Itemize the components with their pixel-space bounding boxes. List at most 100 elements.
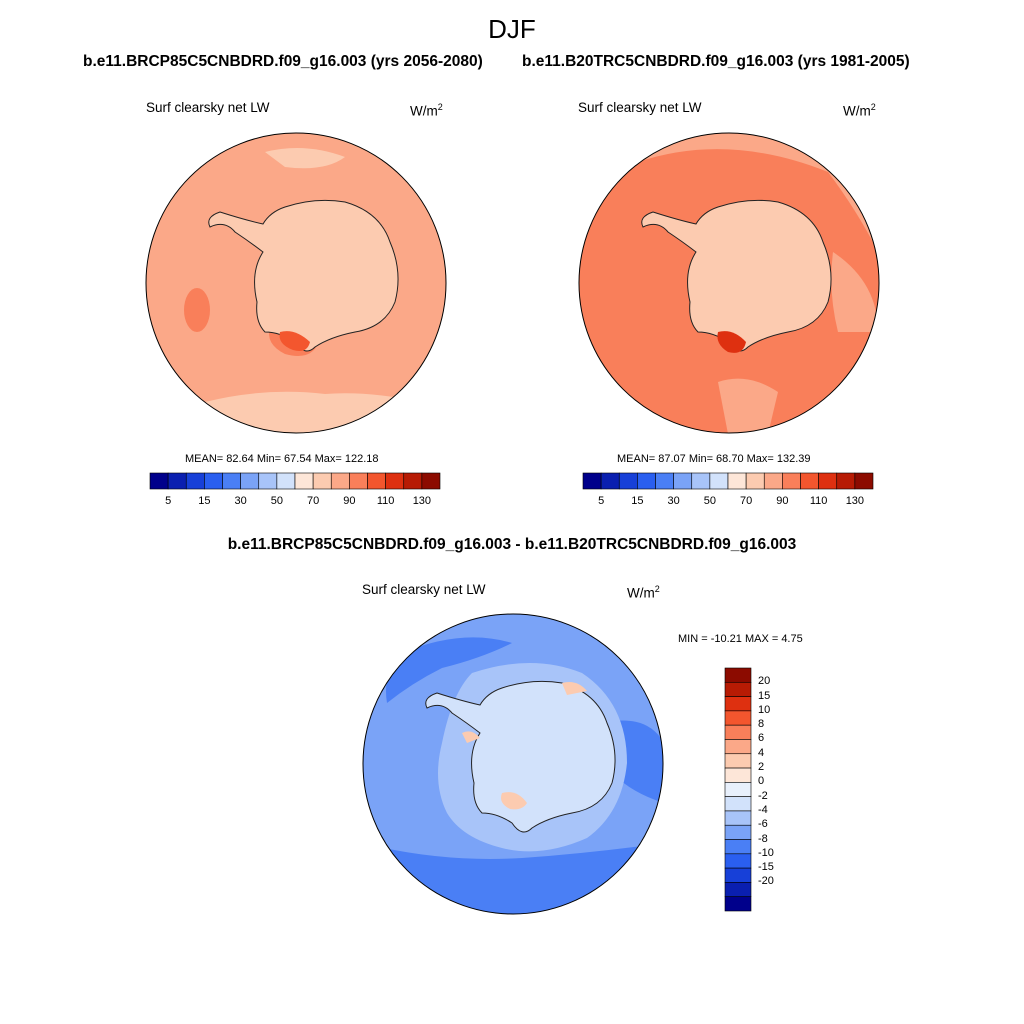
colorbar-tick-label: 110	[376, 495, 395, 507]
left-hot-patch	[279, 331, 310, 351]
colorbar-tick-label: 30	[667, 495, 680, 507]
colorbar-tick-label: 110	[809, 495, 828, 507]
colorbar-swatch	[724, 796, 752, 812]
right-light-patch-east	[831, 252, 878, 332]
colorbar-tick-label: 15	[198, 495, 211, 507]
colorbar-swatch	[349, 472, 368, 490]
colorbar-swatch	[782, 472, 801, 490]
left-ice-sheet	[208, 199, 399, 352]
colorbar-tick-label: 15	[758, 689, 771, 702]
colorbar-swatch	[854, 472, 874, 490]
colorbar-swatch	[149, 472, 169, 490]
left-map	[145, 132, 447, 434]
colorbar-tick-label: -20	[758, 875, 774, 888]
colorbar-swatch	[724, 882, 752, 898]
season-title: DJF	[488, 14, 536, 44]
right-colorbar-labels: 5 15 30 50 70 90 110 130	[583, 495, 873, 509]
colorbar-swatch	[745, 472, 765, 490]
colorbar-tick-label: 0	[758, 775, 765, 788]
colorbar-swatch	[724, 667, 752, 683]
colorbar-swatch	[724, 724, 752, 740]
colorbar-tick-label: -15	[758, 861, 774, 874]
colorbar-swatch	[724, 782, 752, 797]
left-light-patch-top	[265, 148, 345, 169]
colorbar-tick-label: 90	[776, 495, 789, 507]
colorbar-swatch	[724, 839, 752, 855]
colorbar-swatch	[403, 472, 423, 490]
right-stats: MEAN= 87.07 Min= 68.70 Max= 132.39	[617, 453, 811, 465]
colorbar-tick-label: 30	[234, 495, 247, 507]
diff-stats: MIN = -10.21 MAX = 4.75	[678, 633, 803, 645]
colorbar-swatch	[222, 472, 241, 490]
diff-units-label: W/m2	[627, 584, 660, 601]
colorbar-swatch	[294, 472, 314, 490]
colorbar-swatch	[330, 472, 350, 490]
colorbar-swatch	[724, 710, 752, 726]
colorbar-swatch	[655, 472, 674, 490]
colorbar-tick-label: 130	[412, 495, 432, 507]
colorbar-swatch	[836, 472, 856, 490]
colorbar-tick-label: 5	[598, 495, 605, 507]
left-stats: MEAN= 82.64 Min= 67.54 Max= 122.18	[185, 453, 379, 465]
right-light-patch-top	[579, 133, 878, 252]
colorbar-tick-label: 90	[343, 495, 356, 507]
colorbar-tick-label: 20	[758, 675, 771, 688]
colorbar-swatch	[724, 867, 752, 883]
diff-pos-patch-west	[462, 731, 480, 743]
colorbar-swatch	[818, 472, 838, 490]
colorbar-tick-label: -2	[758, 789, 768, 802]
colorbar-swatch	[185, 472, 205, 490]
right-colorbar	[582, 472, 874, 490]
diff-colorbar	[724, 667, 752, 912]
right-units-label: W/m2	[843, 102, 876, 119]
right-variable-label: Surf clearsky net LW	[578, 100, 702, 115]
colorbar-tick-label: -10	[758, 846, 774, 859]
diff-title: b.e11.BRCP85C5CNBDRD.f09_g16.003 - b.e11…	[227, 536, 797, 553]
colorbar-swatch	[800, 472, 819, 490]
left-warm-patch-west	[184, 288, 210, 332]
right-hot-patch	[717, 331, 746, 353]
colorbar-swatch	[709, 472, 729, 490]
colorbar-swatch	[258, 472, 278, 490]
colorbar-swatch	[582, 472, 602, 490]
left-colorbar	[149, 472, 441, 490]
colorbar-swatch	[724, 696, 752, 712]
colorbar-tick-label: 4	[758, 746, 765, 759]
colorbar-tick-label: 6	[758, 732, 765, 745]
colorbar-swatch	[367, 472, 386, 490]
colorbar-swatch	[385, 472, 405, 490]
diff-colorbar-labels: 20 15 10 8 6 4 2 0 -2 -4 -6 -8 -10 -15 -20	[758, 668, 798, 911]
colorbar-swatch	[727, 472, 747, 490]
diff-map	[362, 613, 664, 915]
colorbar-swatch	[763, 472, 783, 490]
colorbar-swatch	[600, 472, 620, 490]
right-light-patch-south	[718, 378, 778, 433]
colorbar-swatch	[673, 472, 693, 490]
left-case-title: b.e11.BRCP85C5CNBDRD.f09_g16.003 (yrs 20…	[83, 53, 483, 70]
colorbar-tick-label: 5	[165, 495, 172, 507]
colorbar-tick-label: -8	[758, 832, 768, 845]
diff-deep-patch-north	[386, 637, 512, 703]
colorbar-swatch	[167, 472, 187, 490]
colorbar-swatch	[618, 472, 638, 490]
colorbar-swatch	[691, 472, 711, 490]
right-case-title: b.e11.B20TRC5CNBDRD.f09_g16.003 (yrs 198…	[522, 53, 910, 70]
colorbar-swatch	[724, 739, 752, 755]
colorbar-tick-label: 2	[758, 761, 765, 774]
diff-variable-label: Surf clearsky net LW	[362, 582, 486, 597]
left-light-patch-bottom	[146, 391, 445, 433]
colorbar-tick-label: 10	[758, 703, 771, 716]
right-ice-sheet	[641, 199, 832, 352]
colorbar-swatch	[204, 472, 223, 490]
diff-pos-patch-ne	[562, 682, 587, 695]
colorbar-swatch	[240, 472, 260, 490]
colorbar-tick-label: 15	[631, 495, 644, 507]
colorbar-swatch	[724, 810, 752, 826]
right-map	[578, 132, 880, 434]
colorbar-swatch	[421, 472, 441, 490]
colorbar-tick-label: 70	[307, 495, 320, 507]
colorbar-swatch	[724, 853, 752, 869]
colorbar-swatch	[312, 472, 332, 490]
colorbar-tick-label: -4	[758, 803, 768, 816]
colorbar-tick-label: 8	[758, 718, 765, 731]
